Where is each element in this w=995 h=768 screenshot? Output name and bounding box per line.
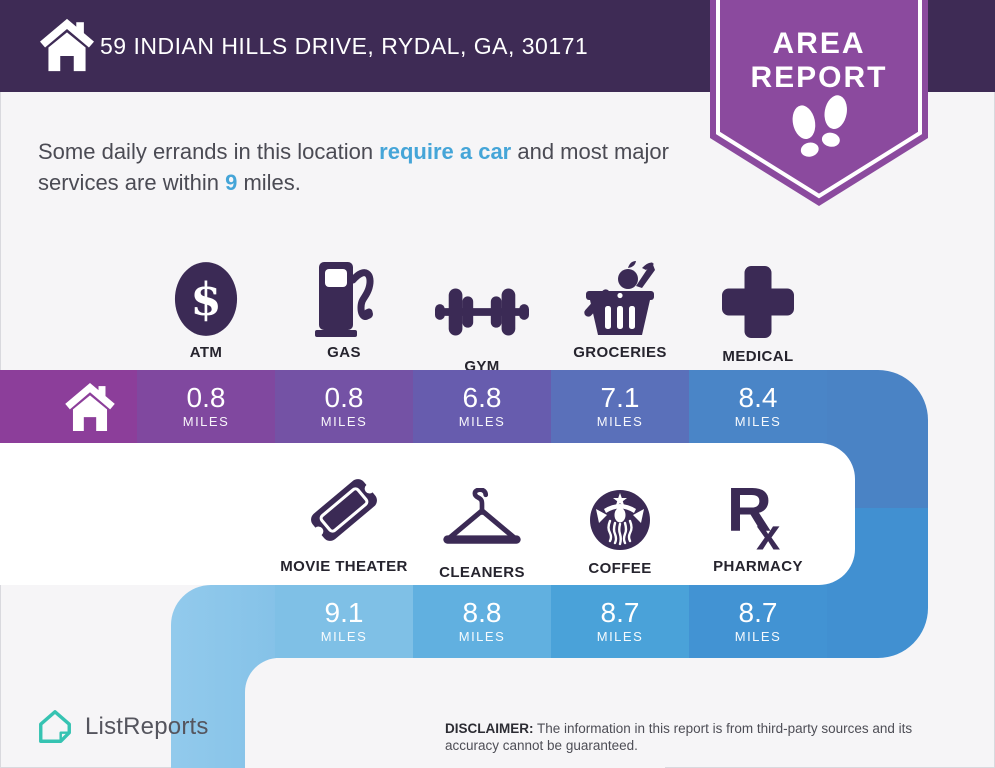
svg-text:x: x <box>756 512 780 552</box>
amenity-pharmacy: R x PHARMACY <box>689 464 827 575</box>
badge-title-line1: AREA <box>772 27 865 60</box>
svg-text:R: R <box>727 476 772 545</box>
movie-ticket-icon <box>311 479 377 541</box>
amenity-groceries: GROCERIES <box>551 252 689 361</box>
distance-cell-groceries: 7.1 MILES <box>551 370 689 443</box>
distance-band-top: 0.8 MILES 0.8 MILES 6.8 MILES 7.1 MILES 8.4 M… <box>0 370 995 443</box>
badge-title-line2: REPORT <box>750 61 887 94</box>
amenity-medical: MEDICAL <box>689 252 827 365</box>
amenity-gym: GYM <box>413 252 551 375</box>
distance-cell-coffee: 8.7 MILES <box>551 585 689 658</box>
amenity-gas: GAS <box>275 252 413 361</box>
intro-highlight-miles: 9 <box>225 170 238 195</box>
badge-ribbon-shape <box>710 0 928 206</box>
atm-dollar-icon: $ <box>174 262 238 336</box>
footprints-icon <box>792 95 847 157</box>
brand-name: ListReports <box>85 713 209 740</box>
svg-text:$: $ <box>190 273 221 326</box>
badge-inner-outline <box>716 0 922 199</box>
distance-cell-pharmacy: 8.7 MILES <box>689 585 827 658</box>
home-icon <box>64 382 115 431</box>
coffee-siren-icon <box>590 490 650 550</box>
medical-cross-icon <box>722 266 794 338</box>
distance-cell-cleaners: 8.8 MILES <box>413 585 551 658</box>
grocery-basket-icon <box>584 261 655 335</box>
listreports-house-icon <box>39 710 71 743</box>
distance-cell-movie-theater: 9.1 MILES <box>275 585 413 658</box>
distance-cell-atm: 0.8 MILES <box>137 370 275 443</box>
distance-cell-medical: 8.4 MILES <box>689 370 827 443</box>
footer-panel <box>245 658 665 768</box>
intro-highlight-car: require a car <box>379 139 512 164</box>
dumbbell-icon <box>435 288 529 336</box>
amenity-atm: $ ATM <box>137 252 275 361</box>
amenity-row-1: $ ATM GAS GYM <box>0 252 995 375</box>
gas-pump-icon <box>315 262 374 337</box>
rx-icon: R x <box>727 476 780 552</box>
area-report-badge: AREA REPORT <box>710 0 928 208</box>
intro-text: Some daily errands in this location requ… <box>38 136 669 198</box>
hanger-icon <box>443 488 521 544</box>
distance-band-bottom: 9.1 MILES 8.8 MILES 8.7 MILES 8.7 MILES <box>0 585 995 658</box>
origin-home-segment <box>0 370 137 443</box>
intro-line2: services are within 9 miles. <box>38 170 301 195</box>
disclaimer-text: DISCLAIMER: The information in this repo… <box>445 720 913 753</box>
intro-line1: Some daily errands in this location requ… <box>38 139 669 164</box>
distance-cell-gym: 6.8 MILES <box>413 370 551 443</box>
listreports-logo: ListReports <box>36 704 209 750</box>
amenity-coffee: COFFEE <box>551 464 689 577</box>
property-address: 59 INDIAN HILLS DRIVE, RYDAL, GA, 30171 <box>100 32 589 59</box>
home-icon <box>40 18 94 72</box>
distance-cell-gas: 0.8 MILES <box>275 370 413 443</box>
amenity-row-2: MOVIE THEATER CLEANERS <box>0 464 995 581</box>
amenity-movie-theater: MOVIE THEATER <box>275 464 413 575</box>
middle-icons-panel <box>0 443 855 585</box>
amenity-cleaners: CLEANERS <box>413 464 551 581</box>
